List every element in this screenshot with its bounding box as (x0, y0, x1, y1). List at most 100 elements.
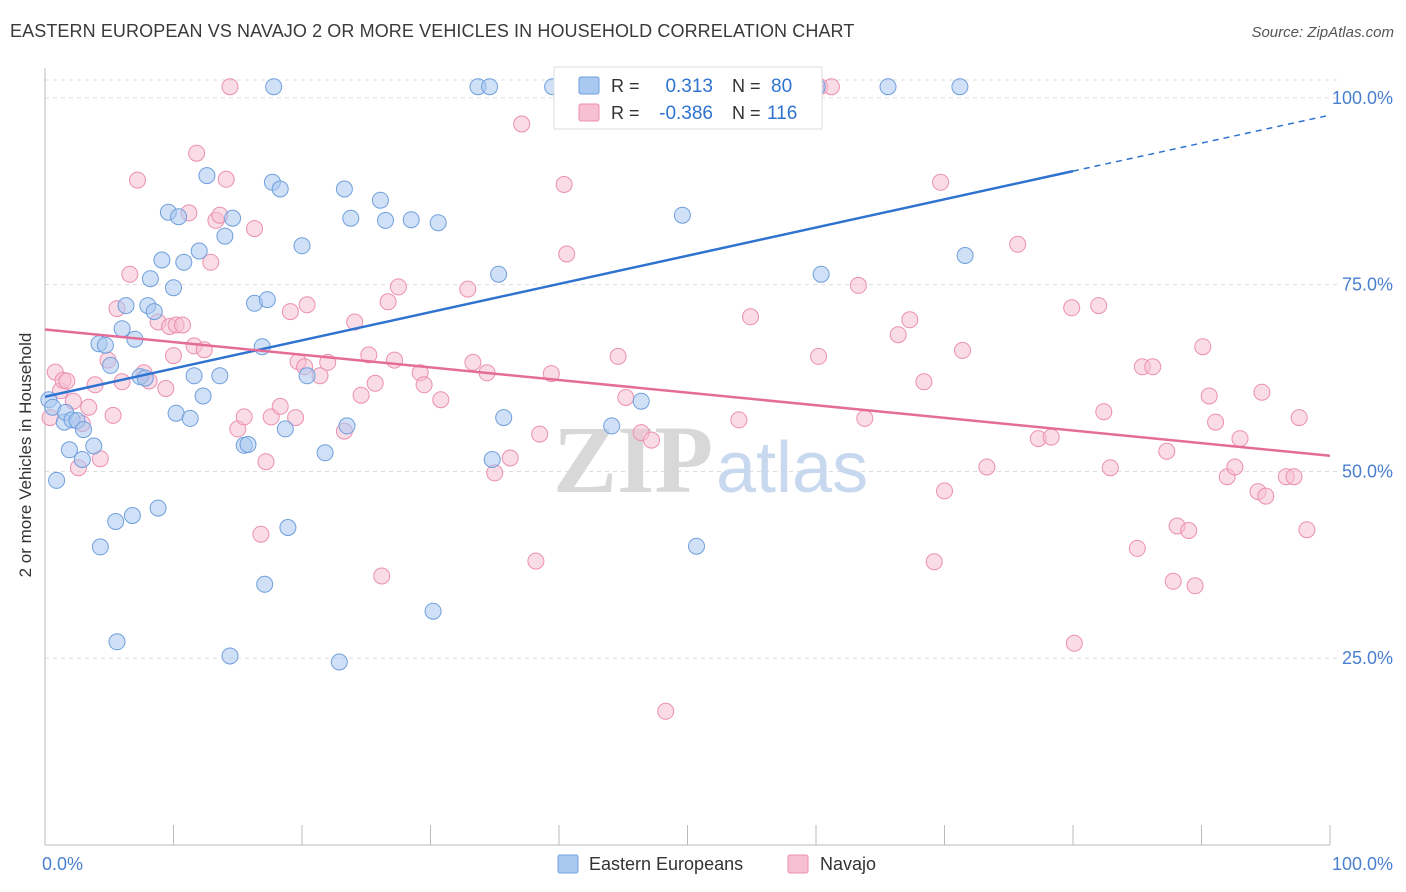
navajo-point-67 (527, 552, 545, 570)
navajo-point-56 (389, 278, 407, 296)
navajo-point-53 (373, 567, 391, 585)
eastern-europeans-point-79 (956, 247, 974, 264)
eastern-europeans-point-27 (153, 251, 171, 269)
legend-r-value-1: 0.313 (665, 76, 713, 97)
eastern-europeans-point-51 (276, 420, 294, 438)
axis-layer (44, 68, 1331, 846)
navajo-point-85 (915, 373, 933, 391)
navajo-point-50 (352, 386, 370, 404)
navajo-point-99 (1128, 539, 1146, 557)
navajo-point-119 (1298, 521, 1316, 539)
navajo-point-78 (810, 347, 828, 365)
eastern-europeans-point-17 (113, 320, 131, 338)
navajo-point-52 (366, 374, 384, 392)
eastern-europeans-point-60 (371, 191, 389, 209)
eastern-europeans-point-13 (96, 336, 114, 354)
legend-n-value-2: 116 (767, 103, 797, 124)
eastern-europeans-point-38 (211, 367, 229, 385)
navajo-point-59 (432, 391, 450, 409)
navajo-point-84 (901, 311, 919, 329)
navajo-point-96 (1090, 297, 1108, 315)
bottom-legend-label-navajo: Navajo (820, 854, 876, 874)
legend-n-label-1: N = (732, 76, 761, 96)
navajo-point-86 (925, 553, 943, 571)
navajo-point-66 (531, 425, 549, 443)
eastern-europeans-point-19 (123, 507, 141, 524)
eastern-europeans-point-61 (377, 211, 394, 229)
navajo-point-41 (281, 303, 299, 321)
eastern-europeans-trendline (44, 169, 1074, 398)
navajo-point-70 (558, 245, 576, 263)
eastern-europeans-point-67 (483, 451, 501, 468)
navajo-point-81 (849, 276, 867, 294)
navajo-point-45 (298, 296, 316, 314)
navajo-point-54 (379, 293, 397, 311)
navajo-point-38 (257, 453, 275, 471)
navajo-point-87 (932, 173, 950, 191)
eastern-europeans-point-34 (185, 367, 203, 385)
eastern-europeans-point-24 (141, 270, 159, 288)
eastern-europeans-point-58 (338, 417, 356, 435)
navajo-point-90 (978, 458, 996, 476)
y-tick-label-50: 50.0% (1342, 461, 1393, 481)
eastern-europeans-point-49 (265, 78, 283, 96)
eastern-europeans-point-43 (239, 436, 257, 453)
x-tick-label-100: 100.0% (1332, 854, 1393, 874)
navajo-point-109 (1207, 413, 1225, 431)
eastern-europeans-point-32 (175, 253, 193, 271)
bottom-legend-swatch-eastern-europeans (557, 854, 579, 874)
legend-n-value-1: 80 (771, 76, 792, 97)
navajo-point-112 (1231, 430, 1249, 448)
watermark: ZIP atlas (553, 406, 868, 513)
navajo-point-89 (954, 341, 971, 359)
eastern-europeans-point-72 (632, 392, 650, 410)
eastern-europeans-point-68 (490, 265, 508, 283)
navajo-point-29 (202, 253, 220, 271)
eastern-europeans-point-30 (167, 404, 185, 422)
navajo-point-12 (104, 406, 122, 424)
navajo-point-65 (513, 115, 531, 133)
eastern-europeans-point-26 (149, 499, 167, 517)
legend-r-label-1: R = (611, 76, 640, 96)
navajo-point-108 (1200, 387, 1218, 405)
eastern-europeans-point-50 (271, 180, 289, 198)
eastern-europeans-point-52 (279, 519, 297, 536)
navajo-point-58 (415, 376, 433, 394)
navajo-trendline (44, 328, 1331, 457)
navajo-point-55 (386, 351, 403, 369)
navajo-point-32 (217, 170, 235, 188)
eastern-europeans-point-59 (342, 209, 360, 227)
navajo-point-33 (221, 78, 239, 96)
x-tick-label-0: 0.0% (42, 854, 83, 874)
navajo-point-76 (730, 411, 748, 429)
eastern-europeans-point-56 (330, 653, 348, 671)
navajo-point-97 (1095, 403, 1113, 421)
navajo-point-27 (188, 144, 206, 162)
navajo-point-71 (609, 347, 627, 365)
navajo-point-118 (1290, 409, 1308, 427)
navajo-point-60 (459, 280, 477, 298)
navajo-point-51 (360, 346, 378, 364)
eastern-europeans-point-47 (258, 291, 276, 309)
eastern-europeans-point-74 (688, 537, 705, 555)
navajo-point-105 (1180, 522, 1198, 539)
navajo-point-115 (1257, 487, 1275, 505)
eastern-europeans-point-78 (951, 78, 969, 96)
x-tick-labels: 0.0% 100.0% (42, 854, 1393, 874)
eastern-europeans-point-73 (673, 206, 691, 224)
eastern-europeans-point-53 (293, 237, 311, 255)
navajo-point-95 (1065, 634, 1083, 652)
watermark-atlas: atlas (716, 428, 868, 508)
navajo-point-75 (657, 702, 675, 720)
navajo-point-36 (246, 220, 263, 238)
navajo-point-16 (129, 171, 146, 189)
correlation-legend: R = 0.313 N = 80 R = -0.386 N = 116 (553, 66, 823, 130)
legend-r-value-2: -0.386 (659, 103, 713, 124)
bottom-legend-label-eastern-europeans: Eastern Europeans (589, 854, 743, 874)
navajo-point-20 (157, 380, 175, 397)
eastern-europeans-point-2 (48, 471, 66, 489)
navajo-point-42 (287, 409, 305, 427)
navajo-point-91 (1009, 235, 1027, 253)
eastern-europeans-point-62 (402, 211, 420, 229)
navajo-point-94 (1063, 299, 1081, 317)
